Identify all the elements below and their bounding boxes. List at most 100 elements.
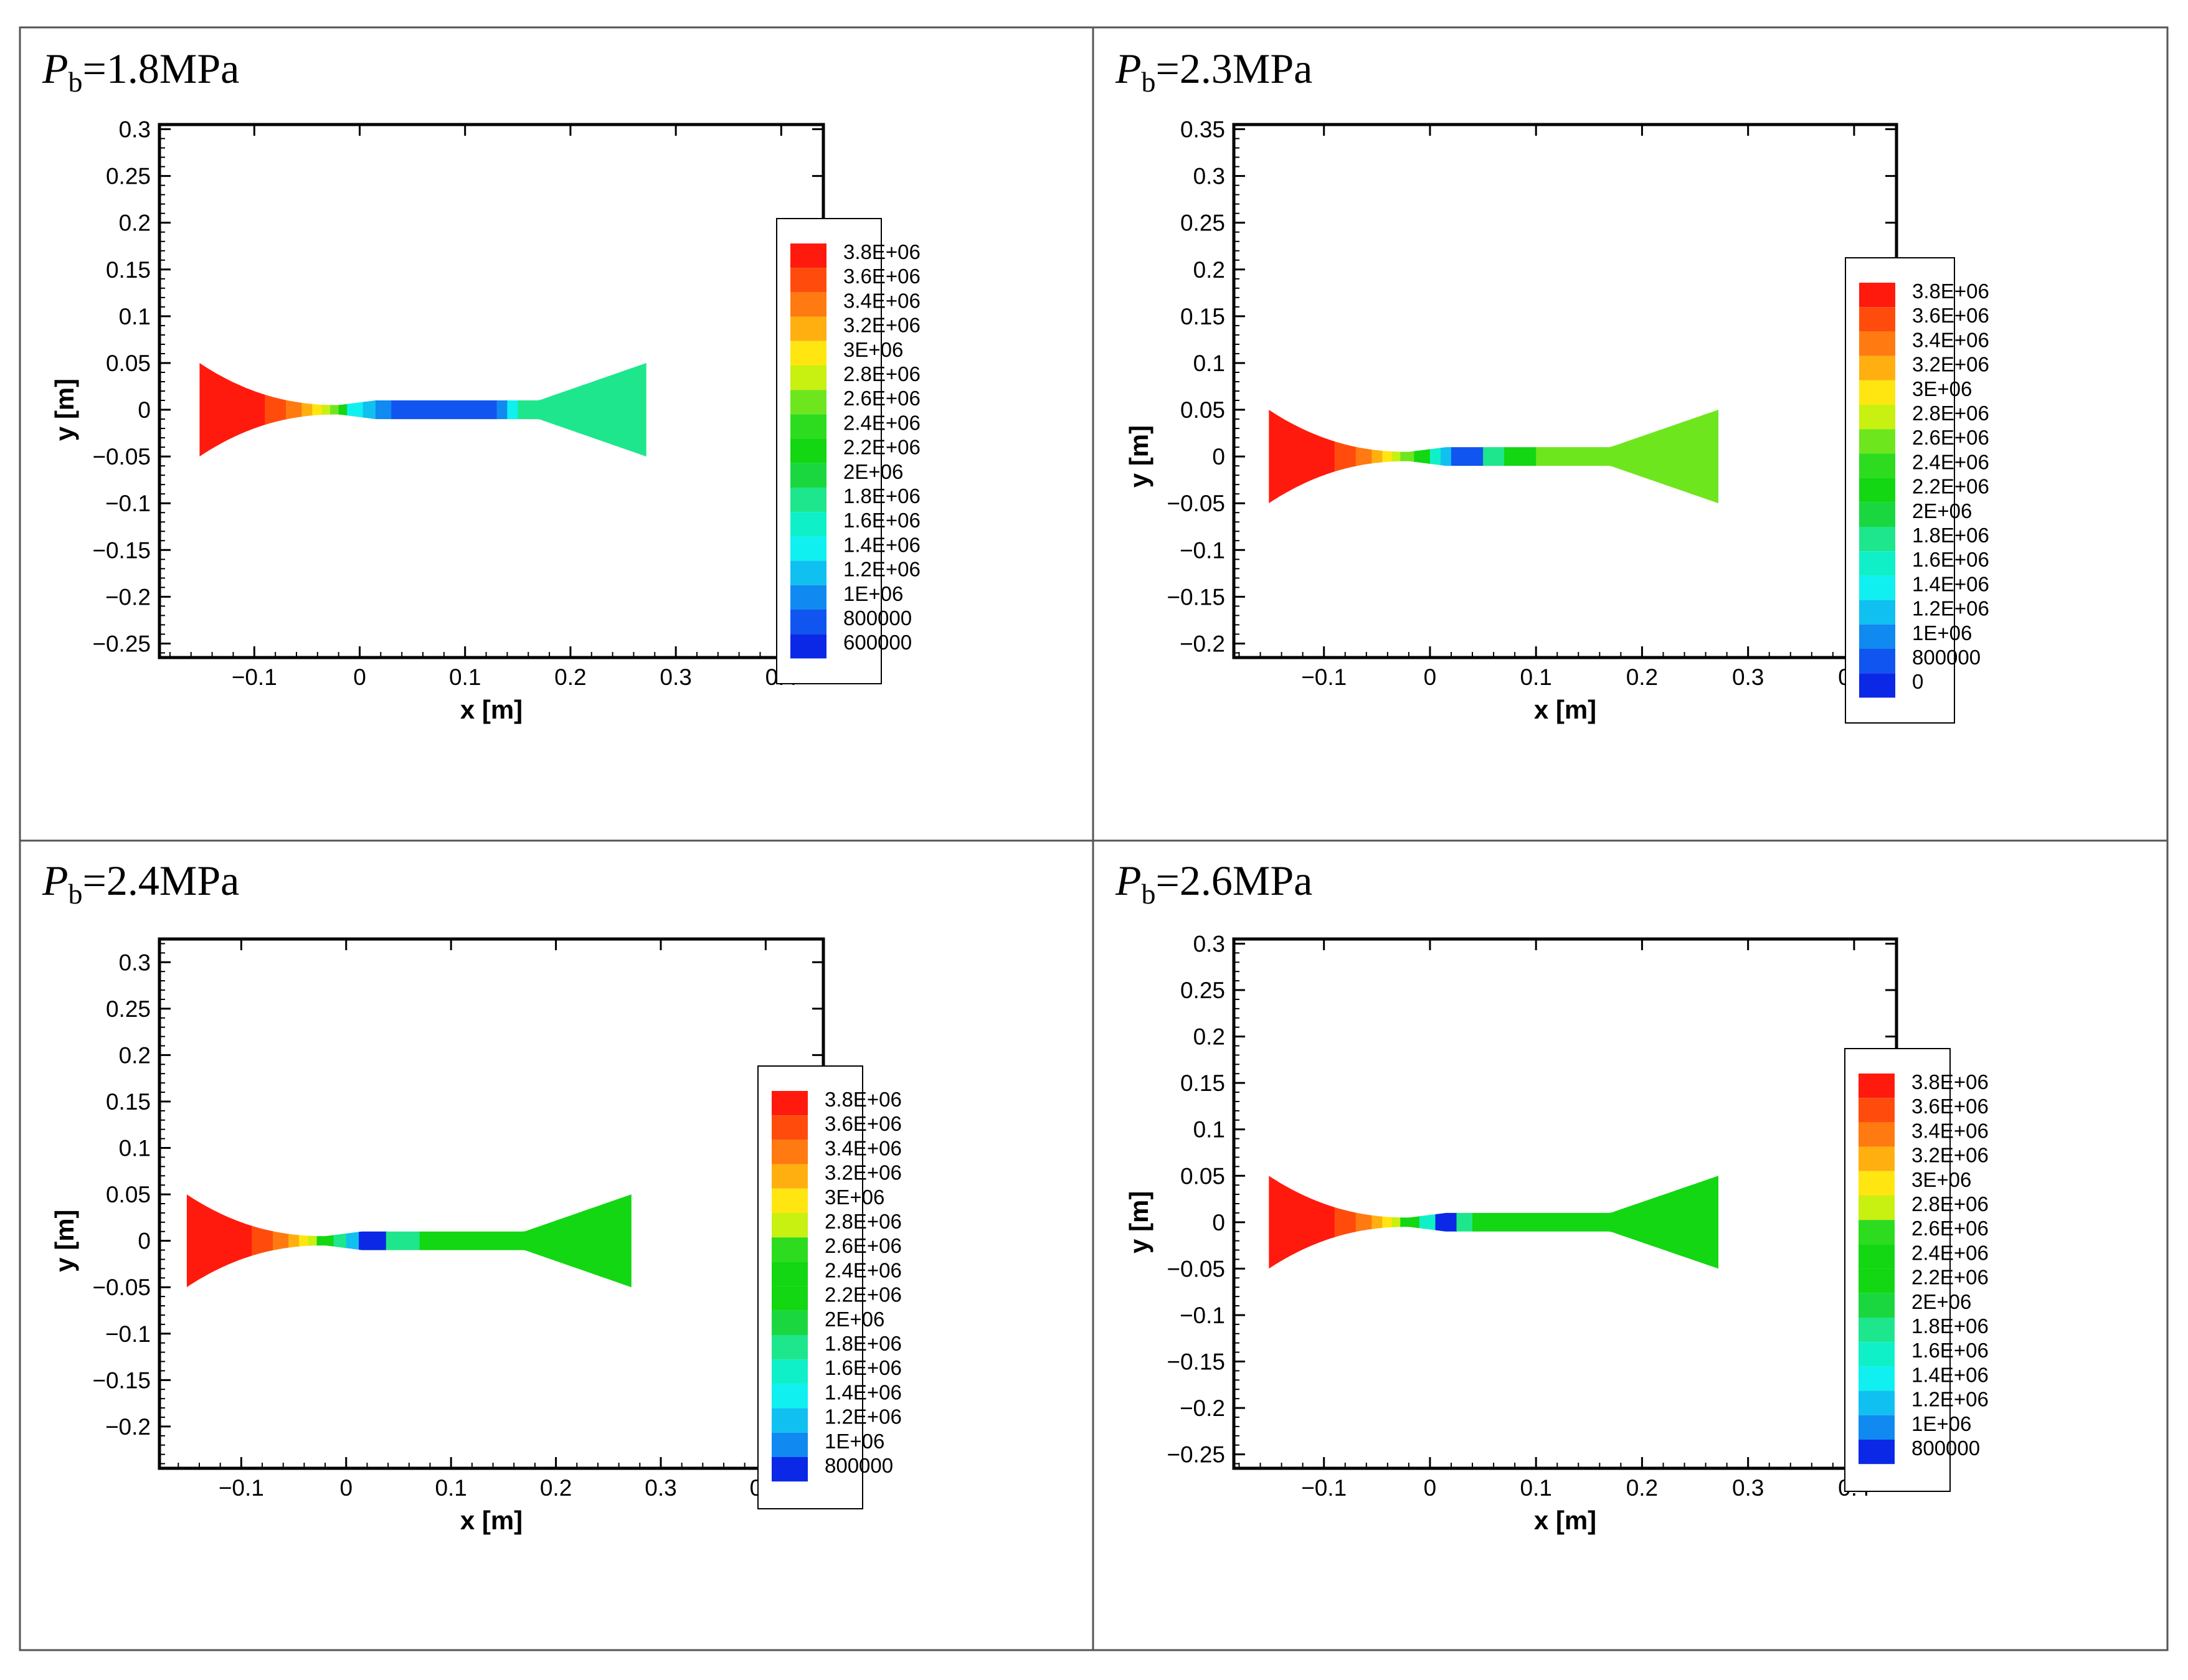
y-tick-label: 0: [1212, 1210, 1225, 1235]
y-tick-label: 0.3: [119, 950, 151, 975]
y-tick-label: 0.05: [106, 351, 151, 376]
legend-label: 2.2E+06: [825, 1283, 902, 1306]
legend-swatch: [1859, 478, 1895, 503]
legend-swatch: [1859, 1074, 1895, 1098]
legend-label: 2.4E+06: [1911, 1241, 1989, 1264]
legend-label: 3.4E+06: [843, 289, 921, 312]
pressure-band: [1400, 410, 1415, 504]
y-tick-label: −0.2: [1180, 1395, 1225, 1421]
y-tick-label: −0.2: [105, 584, 151, 610]
legend-label: 3.2E+06: [843, 314, 921, 337]
legend-label: 3E+06: [1911, 1168, 1971, 1191]
x-tick-label: 0.1: [1520, 1475, 1551, 1501]
legend-swatch: [772, 1359, 808, 1384]
y-tick-label: 0.1: [119, 304, 151, 329]
pressure-band: [419, 1194, 632, 1288]
pressure-band: [288, 1194, 300, 1288]
y-tick-label: 0.2: [1193, 257, 1225, 283]
legend-swatch: [1859, 551, 1895, 576]
legend-label: 3.8E+06: [843, 240, 921, 263]
y-tick-label: −0.1: [1180, 1303, 1225, 1328]
panel-pb-2-3: Pb=2.3MPa −0.100.10.20.30.40.350.30.250.…: [1093, 27, 2167, 841]
legend-label: 0: [1912, 670, 1923, 693]
y-tick-label: 0: [138, 1229, 151, 1254]
legend-label: 1.2E+06: [825, 1405, 902, 1428]
x-tick-label: 0.1: [1520, 664, 1551, 690]
legend-swatch: [772, 1188, 808, 1213]
legend-label: 3.8E+06: [1912, 280, 1989, 303]
y-tick-label: −0.1: [105, 491, 151, 516]
x-tick-label: −0.1: [1301, 1475, 1347, 1501]
legend-swatch: [772, 1262, 808, 1286]
x-tick-label: 0: [339, 1475, 353, 1501]
y-tick-label: −0.1: [1180, 537, 1225, 563]
legend-label: 800000: [1912, 646, 1981, 669]
legend-swatch: [1859, 1366, 1895, 1391]
x-axis-title: x [m]: [1534, 695, 1596, 724]
legend-label: 1E+06: [843, 582, 903, 605]
legend-label: 1.8E+06: [1911, 1314, 1989, 1338]
legend-swatch: [1859, 1098, 1895, 1123]
legend-swatch: [1859, 673, 1895, 698]
x-axis-title: x [m]: [1534, 1506, 1596, 1535]
y-tick-label: 0.15: [1180, 304, 1225, 329]
legend-swatch: [1859, 649, 1895, 674]
legend-label: 2.2E+06: [1911, 1266, 1989, 1289]
panel-label-subscript: b: [68, 878, 83, 910]
pressure-band: [286, 362, 303, 457]
pressure-band: [1382, 1176, 1393, 1269]
legend-label: 1.8E+06: [843, 484, 921, 507]
pressure-band: [1382, 410, 1393, 504]
pressure-band: [507, 362, 519, 457]
y-tick-label: −0.15: [92, 1367, 151, 1393]
pressure-band: [1451, 410, 1484, 504]
legend-swatch: [790, 414, 826, 439]
y-tick-label: 0.2: [1193, 1024, 1225, 1050]
legend-swatch: [1859, 1268, 1895, 1293]
legend-label: 3.8E+06: [1911, 1070, 1989, 1093]
panel-label-symbol: P: [42, 45, 69, 92]
contour-plot-pb-2-4: −0.100.10.20.30.40.30.250.20.150.10.050−…: [50, 937, 902, 1535]
pressure-band: [386, 1194, 420, 1288]
legend-swatch: [1859, 1146, 1895, 1171]
legend-swatch: [772, 1408, 808, 1433]
pressure-band: [1429, 410, 1441, 504]
legend-label: 600000: [843, 631, 912, 654]
panel-label: Pb=2.6MPa: [1115, 859, 1312, 908]
pressure-band: [1334, 410, 1357, 504]
y-tick-label: −0.15: [1167, 1349, 1225, 1375]
x-tick-label: 0: [1424, 664, 1437, 690]
pressure-band: [299, 1194, 310, 1288]
pressure-band: [1334, 1176, 1357, 1269]
panel-label-subscript: b: [68, 66, 83, 98]
pressure-band: [199, 362, 266, 457]
y-tick-label: 0.15: [106, 1089, 151, 1115]
legend-label: 1E+06: [825, 1430, 884, 1453]
x-tick-label: 0.3: [645, 1475, 676, 1501]
x-tick-label: −0.1: [219, 1475, 264, 1501]
pressure-band: [1441, 410, 1452, 504]
legend-swatch: [790, 463, 826, 488]
axes-frame: [1232, 123, 1898, 659]
pressure-band: [312, 362, 323, 457]
legend-label: 2.2E+06: [843, 436, 921, 459]
y-tick-label: 0.05: [1180, 1163, 1225, 1189]
y-tick-label: 0.2: [119, 210, 151, 236]
y-tick-label: 0.15: [106, 257, 151, 283]
legend-swatch: [1859, 502, 1895, 527]
legend-label: 1.6E+06: [1912, 548, 1989, 571]
y-tick-label: 0.15: [1180, 1070, 1225, 1096]
y-tick-label: 0.25: [106, 164, 151, 189]
pressure-band: [1419, 1176, 1436, 1269]
legend-swatch: [790, 268, 826, 293]
legend-label: 1.8E+06: [1912, 524, 1989, 547]
legend-swatch: [1859, 575, 1895, 600]
panel-label: Pb=1.8MPa: [42, 47, 239, 97]
pressure-band: [391, 362, 498, 457]
pressure-band: [1472, 1176, 1718, 1269]
legend-label: 2.8E+06: [1911, 1192, 1989, 1215]
pressure-band: [333, 1194, 347, 1288]
legend-swatch: [772, 1213, 808, 1238]
x-tick-label: 0.2: [554, 664, 586, 690]
legend-swatch: [790, 536, 826, 561]
